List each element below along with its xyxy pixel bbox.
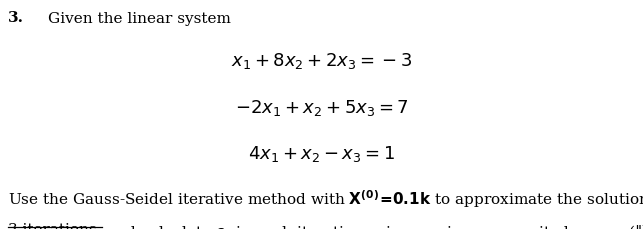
Text: $x_1 + 8x_2 + 2x_3 = -3$: $x_1 + 8x_2 + 2x_3 = -3$ bbox=[231, 50, 412, 70]
Text: 3.: 3. bbox=[8, 11, 24, 25]
Text: $-2x_1 + x_2 + 5x_3 = 7$: $-2x_1 + x_2 + 5x_3 = 7$ bbox=[235, 97, 408, 117]
Text: and calculate $\varepsilon_a$ in each iteration using maximum magnitude norm ($\: and calculate $\varepsilon_a$ in each it… bbox=[102, 222, 643, 229]
Text: $4x_1 + x_2 - x_3 = 1$: $4x_1 + x_2 - x_3 = 1$ bbox=[248, 143, 395, 163]
Text: Given the linear system: Given the linear system bbox=[48, 11, 231, 25]
Text: Use the Gauss-Seidel iterative method with $\mathbf{X^{(0)}\!=\!0.1k}$ to approx: Use the Gauss-Seidel iterative method wi… bbox=[8, 188, 643, 209]
Text: 3 iterations: 3 iterations bbox=[8, 222, 97, 229]
